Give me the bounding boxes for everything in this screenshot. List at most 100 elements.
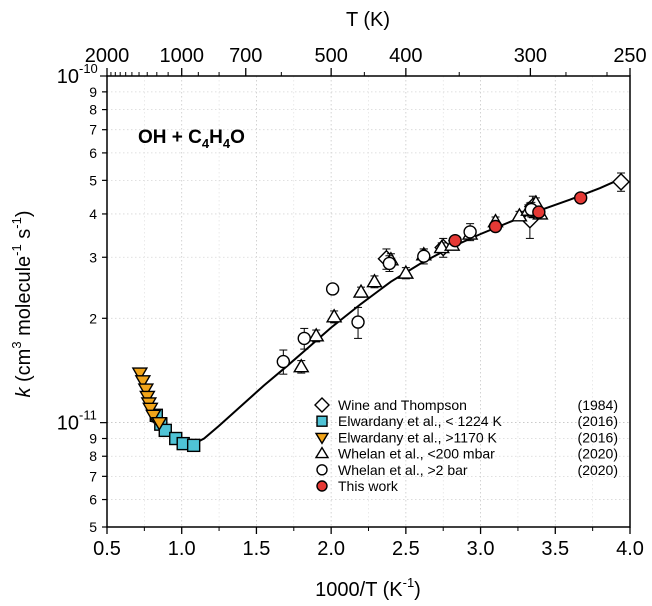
x-tick-label: 3.0	[467, 538, 495, 560]
y-tick-exponent: -11	[79, 408, 97, 423]
data-point	[366, 273, 383, 288]
annotation-mid: H	[209, 127, 223, 148]
data-point	[352, 283, 370, 298]
data-point	[134, 375, 152, 390]
data-point	[382, 256, 397, 271]
annotation-sub1: 4	[202, 136, 210, 151]
top-axis-title: T (K)	[346, 9, 390, 31]
top-tick-label: 300	[514, 45, 547, 67]
data-point	[488, 219, 503, 234]
legend-label: Whelan et al., <200 mbar	[338, 446, 495, 462]
legend-label: Wine and Thompson	[338, 397, 467, 413]
legend-label: This work	[338, 478, 399, 494]
data-point	[417, 249, 431, 263]
annotation-sub2: 4	[223, 136, 231, 151]
y-tick-label: 8	[89, 102, 97, 118]
data-point	[573, 191, 588, 205]
x-axis-title: 1000/T (K-1)	[315, 575, 421, 601]
legend-label: Whelan et al., >2 bar	[338, 462, 468, 478]
top-tick-label: 400	[389, 45, 422, 67]
data-point	[276, 354, 291, 369]
y-axis-title-s1: 3	[9, 341, 24, 348]
x-axis-title-close: )	[414, 579, 421, 601]
y-tick-label: 9	[89, 84, 97, 100]
y-tick-label: 4	[89, 206, 97, 222]
data-point	[532, 205, 546, 219]
legend-marker	[316, 415, 328, 427]
legend-year: (2016)	[578, 429, 618, 445]
y-tick-label: 7	[89, 468, 97, 484]
data-point	[463, 225, 477, 239]
grid-lines	[107, 76, 630, 527]
y-tick-label: 10	[57, 413, 79, 435]
top-tick-label: 1000	[159, 45, 204, 67]
data-point	[612, 172, 631, 191]
data-point	[142, 402, 159, 417]
y-axis-title-d: )	[13, 210, 35, 217]
data-point	[448, 233, 462, 248]
y-tick-label: 5	[89, 519, 97, 535]
y-tick-label: 6	[89, 492, 97, 508]
x-axis-title-sup: -1	[403, 575, 415, 590]
data-point	[351, 315, 365, 329]
top-tick-label: 2000	[85, 45, 130, 67]
x-tick-label: 0.5	[93, 538, 121, 560]
legend-label: Elwardany et al., < 1224 K	[338, 413, 502, 429]
x-tick-label: 2.5	[392, 538, 420, 560]
y-tick-label: 6	[89, 145, 97, 161]
y-tick-label: 3	[89, 249, 97, 265]
data-point	[325, 282, 340, 296]
annotation-end: O	[230, 127, 245, 148]
legend-marker	[316, 464, 328, 476]
axis-labels-layer: T (K) 1000/T (K-1) k (cm3 molecule-1 s-1…	[9, 9, 421, 601]
y-tick-label: 9	[89, 431, 97, 447]
y-tick-label: 5	[89, 172, 97, 188]
data-point	[145, 409, 162, 424]
data-point	[297, 331, 311, 346]
x-tick-label: 1.5	[243, 538, 271, 560]
legend-marker	[314, 432, 330, 445]
data-point	[151, 416, 168, 432]
y-axis-title-s3: -1	[9, 217, 24, 229]
data-point	[186, 438, 201, 453]
data-points-layer	[131, 172, 631, 453]
x-tick-label: 3.5	[541, 538, 569, 560]
data-point	[397, 264, 415, 279]
data-point	[325, 308, 343, 323]
y-tick-label: 2	[89, 310, 97, 326]
annotation-main: OH + C	[138, 127, 202, 148]
y-tick-exponent: -10	[79, 61, 98, 76]
reaction-annotation: OH + C4H4O	[138, 127, 245, 151]
legend-marker	[316, 480, 328, 492]
legend-year: (2016)	[578, 413, 618, 429]
y-tick-label: 7	[89, 122, 97, 138]
y-tick-label: 8	[89, 448, 97, 464]
fit-curve-layer	[188, 176, 625, 448]
legend-year: (1984)	[578, 397, 618, 413]
legend-year: (2020)	[578, 462, 618, 478]
data-point	[293, 358, 310, 373]
y-axis-title-c: s	[13, 229, 35, 245]
legend-year: (2020)	[578, 446, 618, 462]
data-point	[307, 327, 325, 342]
data-point	[131, 367, 149, 382]
y-axis-title-s2: -1	[9, 244, 24, 256]
top-tick-label: 500	[314, 45, 347, 67]
y-axis-title: k (cm3 molecule-1 s-1)	[9, 210, 35, 397]
legend-marker	[314, 446, 330, 459]
fit-curve	[188, 176, 625, 448]
x-tick-label: 1.0	[168, 538, 196, 560]
legend-marker	[314, 397, 330, 413]
y-axis-title-k: k	[13, 387, 35, 398]
top-tick-label: 700	[229, 45, 262, 67]
x-tick-label: 4.0	[616, 538, 644, 560]
top-tick-label: 250	[613, 45, 646, 67]
data-point	[137, 383, 155, 398]
y-axis-title-a: (cm	[13, 349, 35, 388]
legend: Wine and Thompson (1984) Elwardany et al.,…	[314, 397, 618, 494]
legend-label: Elwardany et al., >1170 K	[338, 429, 498, 445]
